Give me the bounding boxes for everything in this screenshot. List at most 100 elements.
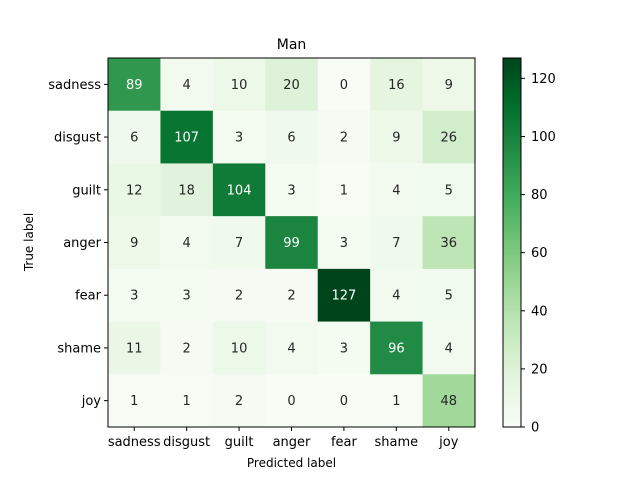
- cell-value-label: 6: [130, 131, 138, 146]
- cell-value-label: 5: [445, 183, 453, 198]
- heatmap-cell: [370, 321, 424, 375]
- heatmap-cell: [160, 110, 214, 164]
- chart-title: Man: [277, 37, 307, 53]
- cell-value-label: 16: [388, 78, 405, 93]
- heatmap-cell: [212, 163, 266, 217]
- heatmap-cell: [160, 58, 214, 112]
- heatmap-cell: [422, 374, 476, 428]
- heatmap-cell: [212, 268, 266, 323]
- y-tick-label: fear: [75, 289, 102, 304]
- heatmap-cell: [370, 110, 424, 164]
- cell-value-label: 0: [340, 78, 348, 93]
- heatmap-cell: [160, 268, 214, 323]
- cell-value-label: 2: [287, 289, 295, 304]
- y-axis-ticks: sadness disgust guilt anger fear shame joy: [48, 78, 108, 409]
- cell-value-label: 7: [392, 236, 400, 251]
- cell-value-label: 107: [174, 131, 199, 146]
- heatmap-cell: [317, 374, 371, 428]
- x-tick-label: fear: [331, 435, 358, 450]
- cell-value-label: 1: [392, 394, 400, 409]
- heatmap-cell: [370, 374, 424, 428]
- y-tick-label: anger: [63, 236, 101, 251]
- y-tick-label: guilt: [72, 183, 101, 198]
- heatmap-cell: [108, 110, 161, 164]
- y-tick-label: sadness: [48, 78, 101, 93]
- heatmap-cell: [265, 110, 319, 164]
- heatmap-cell: [265, 163, 319, 217]
- y-tick-label: disgust: [54, 131, 101, 146]
- heatmap-cell: [108, 374, 161, 428]
- heatmap-cell: [212, 374, 266, 428]
- heatmap-cell: [265, 216, 319, 270]
- heatmap-cell: [160, 216, 214, 270]
- cell-value-label: 4: [392, 289, 400, 304]
- heatmap-cell: [422, 216, 476, 270]
- x-tick-label: anger: [273, 435, 311, 450]
- cell-value-label: 48: [441, 394, 458, 409]
- heatmap-cell: [212, 216, 266, 270]
- y-tick-label: joy: [81, 394, 102, 409]
- heatmap-cell: [108, 216, 161, 270]
- heatmap-cell: [370, 58, 424, 112]
- colorbar-ticks: 0 20 40 60 80 100 120: [521, 72, 556, 436]
- heatmap-cell: [317, 216, 371, 270]
- cell-value-label: 5: [445, 289, 453, 304]
- x-tick-label: disgust: [163, 435, 210, 450]
- heatmap-cell: [317, 163, 371, 217]
- cell-value-label: 4: [183, 78, 191, 93]
- heatmap-cell: [265, 321, 319, 375]
- cell-value-label: 3: [183, 289, 191, 304]
- heatmap-cell: [370, 163, 424, 217]
- cell-value-label: 3: [340, 341, 348, 356]
- x-tick-label: joy: [438, 435, 459, 450]
- heatmap-cell: [317, 321, 371, 375]
- heatmap-cell: [160, 163, 214, 217]
- heatmap-cell: [265, 374, 319, 428]
- cell-value-label: 2: [235, 394, 243, 409]
- cell-value-label: 36: [441, 236, 458, 251]
- cell-value-label: 9: [392, 131, 400, 146]
- cell-value-label: 127: [332, 289, 357, 304]
- y-axis-label: True label: [22, 213, 36, 272]
- heatmap-cell: [370, 216, 424, 270]
- heatmap-cell: [108, 163, 161, 217]
- heatmap-cell: [317, 110, 371, 164]
- cell-value-label: 4: [392, 183, 400, 198]
- colorbar-tick-label: 60: [531, 246, 548, 261]
- heatmap-cell: [108, 58, 161, 112]
- heatmap-cell: [265, 268, 319, 323]
- heatmap-cell: [422, 268, 476, 323]
- cell-value-label: 3: [287, 183, 295, 198]
- cell-value-label: 9: [130, 236, 138, 251]
- heatmap-cell: [265, 58, 319, 112]
- colorbar-tick-label: 0: [531, 421, 539, 436]
- colorbar-tick-label: 20: [531, 362, 548, 377]
- cell-value-label: 18: [178, 183, 195, 198]
- cell-value-label: 2: [340, 131, 348, 146]
- cell-value-label: 12: [126, 183, 143, 198]
- cell-value-label: 99: [283, 236, 300, 251]
- cell-value-label: 96: [388, 341, 405, 356]
- cell-value-label: 1: [183, 394, 191, 409]
- cell-value-label: 2: [235, 289, 243, 304]
- cell-value-label: 3: [130, 289, 138, 304]
- cell-value-label: 1: [130, 394, 138, 409]
- heatmap-cell: [212, 321, 266, 375]
- x-axis-ticks: sadness disgust guilt anger fear shame joy: [108, 427, 459, 450]
- cell-value-label: 4: [445, 341, 453, 356]
- cell-value-label: 3: [340, 236, 348, 251]
- heatmap-cell: [422, 321, 476, 375]
- heatmap-cell: [160, 374, 214, 428]
- x-axis-label: Predicted label: [247, 456, 336, 470]
- heatmap-cell: [317, 58, 371, 112]
- cell-value-label: 1: [340, 183, 348, 198]
- colorbar-tick-label: 40: [531, 304, 548, 319]
- cell-value-label: 2: [183, 341, 191, 356]
- heatmap-cell: [160, 321, 214, 375]
- heatmap-cell: [370, 268, 424, 323]
- colorbar-tick-label: 100: [531, 130, 556, 145]
- x-tick-label: guilt: [225, 435, 254, 450]
- cell-value-label: 4: [183, 236, 191, 251]
